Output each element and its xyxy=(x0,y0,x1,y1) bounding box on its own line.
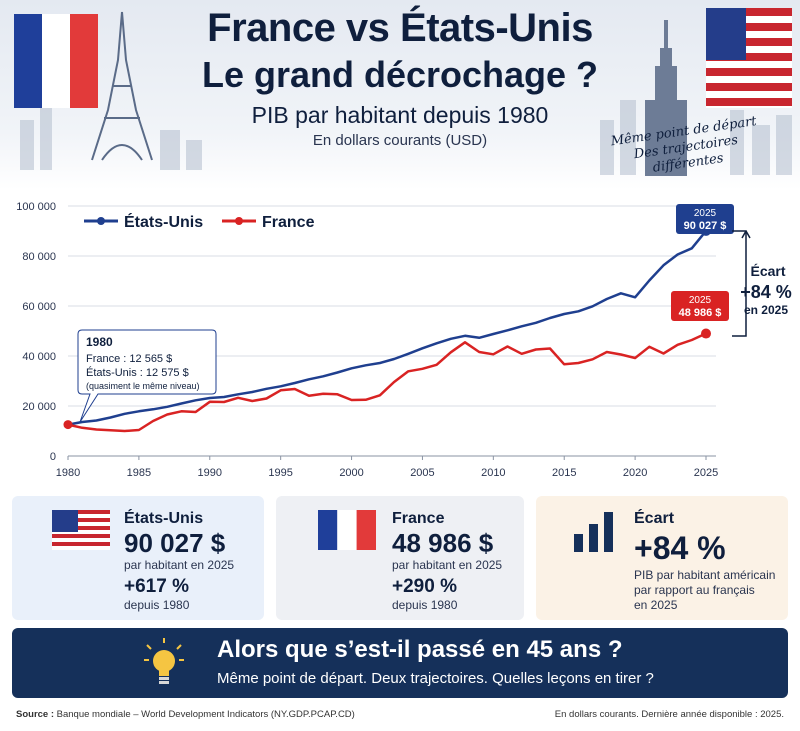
callout-1980: 1980 France : 12 565 $ États-Unis : 12 5… xyxy=(77,329,217,423)
end-label-us: 2025 90 027 $ xyxy=(676,204,734,234)
series-line-fr xyxy=(67,332,707,433)
y-tick-label: 20 000 xyxy=(22,401,56,413)
callout-us: États-Unis : 12 575 $ xyxy=(86,366,189,379)
legend-label-us: États-Unis xyxy=(124,212,203,231)
card-fr-name: France xyxy=(392,510,445,527)
x-tick-label: 2010 xyxy=(481,467,505,479)
card-fr-growth: +290 % xyxy=(392,576,457,597)
us-flag-icon xyxy=(52,510,110,550)
page-title-line2: Le grand décrochage ? xyxy=(201,54,599,95)
card-gap-name: Écart xyxy=(634,510,675,527)
card-us-name: États-Unis xyxy=(124,510,204,527)
start-point xyxy=(63,420,73,430)
x-tick-label: 2025 xyxy=(694,467,718,479)
lightbulb-icon xyxy=(144,638,184,684)
banner-subtitle: Même point de départ. Deux trajectoires.… xyxy=(217,670,654,687)
y-tick-label: 40 000 xyxy=(22,351,56,363)
x-tick-label: 2000 xyxy=(339,467,363,479)
y-tick-label: 0 xyxy=(50,451,56,463)
france-flag-icon xyxy=(14,14,98,108)
legend-label-fr: France xyxy=(262,214,315,231)
gap-label-year: en 2025 xyxy=(744,303,788,317)
gap-label-title: Écart xyxy=(750,263,785,279)
series-line-us xyxy=(67,230,707,426)
footer-note: En dollars courants. Dernière année disp… xyxy=(554,709,784,720)
bar-chart-icon xyxy=(574,512,613,552)
legend-dot-fr xyxy=(235,217,243,225)
card-gap-caption-line1: PIB par habitant américain xyxy=(634,568,776,582)
gdp-line-chart: 0 20 000 40 000 60 000 80 000 100 000 1980 1985… xyxy=(16,201,792,479)
callout-year: 1980 xyxy=(86,335,113,349)
footer-source-label: Source : xyxy=(16,709,55,720)
x-tick-label: 2020 xyxy=(623,467,647,479)
unit-caption: En dollars courants (USD) xyxy=(312,132,488,149)
page-subtitle: PIB par habitant depuis 1980 xyxy=(251,102,549,128)
callout-france: France : 12 565 $ xyxy=(86,353,172,365)
banner-title: Alors que s’est-il passé en 45 ans ? xyxy=(217,636,623,663)
callout-note: (quasiment le même niveau) xyxy=(86,381,200,391)
footer-source: Source : Banque mondiale – World Develop… xyxy=(16,709,355,720)
end-label-us-value: 90 027 $ xyxy=(684,220,727,232)
card-gap-caption: PIB par habitant américain par rapport a… xyxy=(634,568,775,613)
eiffel-tower-icon xyxy=(91,11,153,161)
end-label-us-year: 2025 xyxy=(694,208,717,219)
gap-label-value: +84 % xyxy=(740,282,792,302)
x-tick-label: 1985 xyxy=(127,467,151,479)
card-us-growth: +617 % xyxy=(124,576,189,597)
card-gap: Écart +84 % PIB par habitant américain p… xyxy=(536,496,788,620)
chart-legend: États-Unis France xyxy=(84,212,315,231)
card-us-caption: par habitant en 2025 xyxy=(124,558,235,572)
card-fr: France 48 986 $ par habitant en 2025 +29… xyxy=(276,496,524,620)
end-label-fr-value: 48 986 $ xyxy=(679,307,722,319)
y-tick-label: 80 000 xyxy=(22,251,56,263)
card-gap-caption-line3: en 2025 xyxy=(634,598,678,612)
header: France vs États-Unis Le grand décrochage… xyxy=(0,0,800,190)
card-fr-since: depuis 1980 xyxy=(392,598,458,612)
legend-dot-us xyxy=(97,217,105,225)
gap-bracket: Écart +84 % en 2025 xyxy=(732,230,792,337)
x-tick-label: 1980 xyxy=(56,467,80,479)
empire-state-icon xyxy=(645,20,687,176)
x-tick-label: 1990 xyxy=(198,467,222,479)
us-flag-icon xyxy=(706,8,792,108)
card-fr-value: 48 986 $ xyxy=(392,528,494,558)
footer-source-text: Banque mondiale – World Development Indi… xyxy=(54,709,355,720)
card-fr-caption: par habitant en 2025 xyxy=(392,558,503,572)
end-label-fr-year: 2025 xyxy=(689,295,712,306)
x-tick-label: 2015 xyxy=(552,467,576,479)
end-label-fr: 2025 48 986 $ xyxy=(671,291,729,321)
france-flag-icon xyxy=(318,510,376,550)
card-gap-caption-line2: par rapport au français xyxy=(634,583,755,597)
x-tick-label: 1995 xyxy=(268,467,292,479)
page-title-line1: France vs États-Unis xyxy=(207,6,593,50)
question-banner: Alors que s’est-il passé en 45 ans ? Mêm… xyxy=(12,628,788,698)
series-end-point-fr xyxy=(701,328,711,339)
card-us-value: 90 027 $ xyxy=(124,528,226,558)
card-gap-value: +84 % xyxy=(634,530,726,566)
skyline-illustration xyxy=(14,8,792,176)
x-tick-label: 2005 xyxy=(410,467,434,479)
y-tick-label: 100 000 xyxy=(16,201,56,213)
card-us-since: depuis 1980 xyxy=(124,598,190,612)
y-tick-label: 60 000 xyxy=(22,301,56,313)
card-us: États-Unis 90 027 $ par habitant en 2025… xyxy=(12,496,264,620)
